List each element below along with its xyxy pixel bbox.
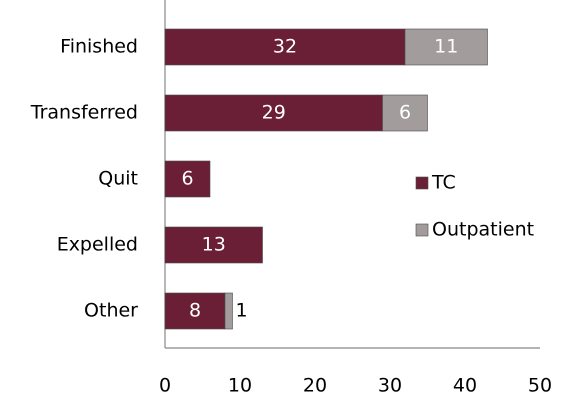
y-tick-label: Quit [98,168,138,190]
bar-segment [404,28,488,66]
x-tick-label: 0 [159,375,171,397]
data-label: 6 [181,168,193,190]
legend-label: TC [431,172,456,194]
x-tick-label: 10 [228,375,252,397]
x-tick-label: 50 [528,375,552,397]
bar-segment [164,226,263,264]
bar-segment [382,94,428,132]
legend-label: Outpatient [432,219,534,241]
legend-swatch [415,176,429,190]
data-label: 11 [434,36,458,58]
bar-segment [164,28,406,66]
legend-swatch [415,223,429,237]
y-tick-label: Expelled [57,234,138,256]
data-label: 6 [399,102,411,124]
bar-segment [224,292,233,330]
y-tick-label: Finished [60,36,138,58]
y-tick-label: Other [84,300,138,322]
x-tick-label: 40 [453,375,477,397]
data-label: 13 [202,234,226,256]
data-label: 29 [262,102,286,124]
data-label: 32 [273,36,297,58]
bar-segment [164,160,211,198]
y-tick-label: Transferred [30,102,138,124]
x-tick-label: 20 [303,375,327,397]
data-label: 8 [189,300,201,322]
bar-segment [164,292,226,330]
bar-segment [164,94,383,132]
data-label: 1 [236,300,248,322]
x-tick-label: 30 [378,375,402,397]
